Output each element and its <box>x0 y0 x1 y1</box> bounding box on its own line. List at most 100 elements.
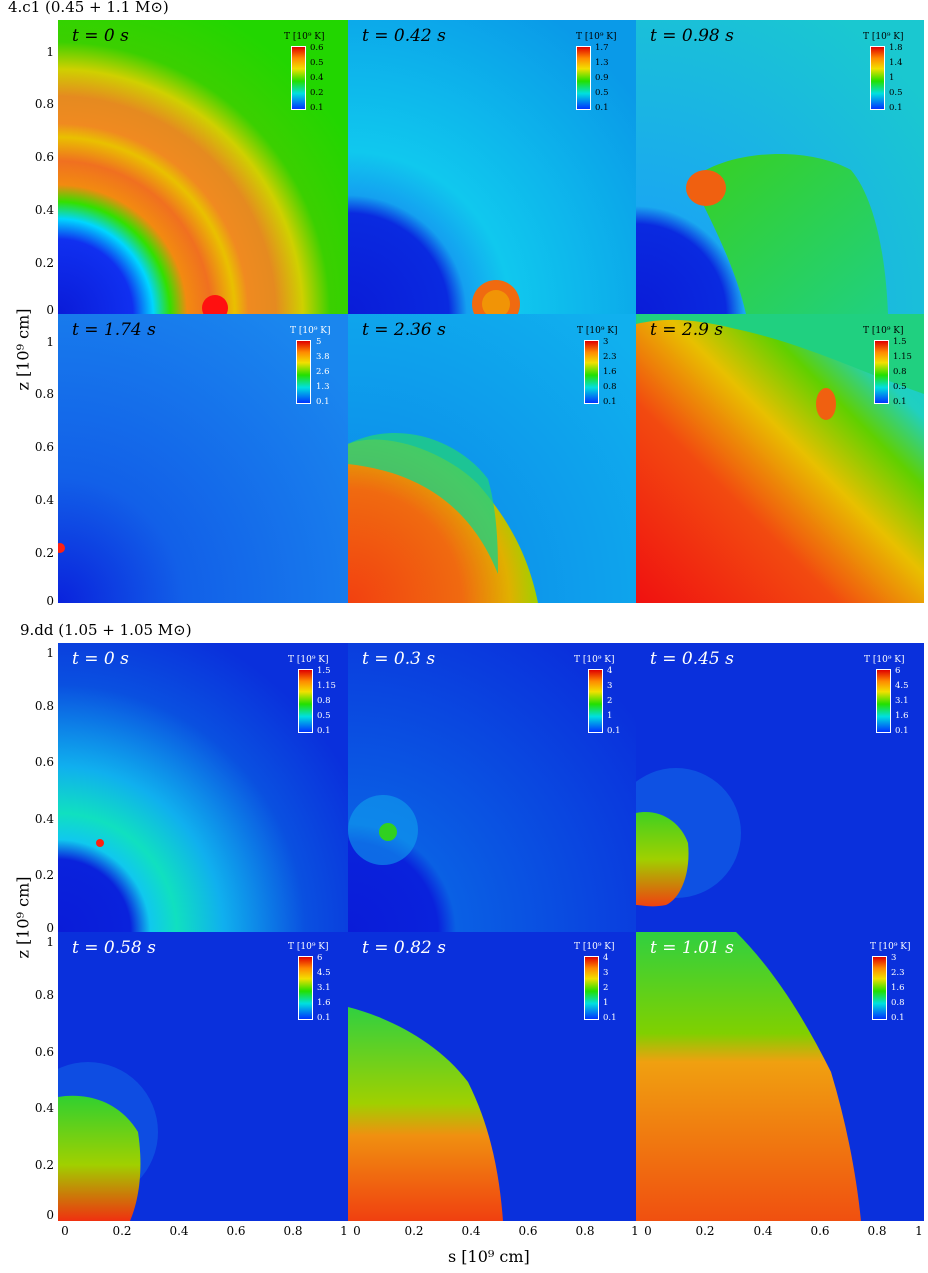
colorbar-title: T [10⁹ K] <box>864 655 905 665</box>
colorbar-tick: 3 <box>603 968 609 978</box>
time-label: t = 0.82 s <box>362 938 446 958</box>
colorbar-tick: 3.1 <box>317 983 331 993</box>
colorbar-tick: 4.5 <box>317 968 331 978</box>
group-title-bottom: 9.dd (1.05 + 1.05 M⊙) <box>20 621 192 639</box>
colorbar-tick: 3 <box>607 681 613 691</box>
colorbar-tick: 2.6 <box>316 367 330 377</box>
colorbar-tick: 0.1 <box>317 1013 331 1023</box>
xtick-label: 1 <box>340 1224 348 1238</box>
ytick-label: 0 <box>46 921 54 935</box>
ytick-label: 1 <box>46 45 54 59</box>
colorbar-tick: 4 <box>607 666 613 676</box>
colorbar <box>298 956 313 1020</box>
colorbar-tick: 2.3 <box>891 968 905 978</box>
colorbar-tick: 0.5 <box>889 88 903 98</box>
ytick-label: 0.4 <box>34 1101 54 1115</box>
ytick-label: 1 <box>46 335 54 349</box>
colorbar-title: T [10⁹ K] <box>863 326 904 336</box>
heatmap-panel: t = 0.82 s T [10⁹ K] 4 3 2 1 0.1 <box>348 932 636 1221</box>
colorbar-tick: 0.5 <box>595 88 609 98</box>
time-label: t = 1.74 s <box>72 320 156 340</box>
xtick-label: 0.4 <box>461 1224 481 1238</box>
colorbar-title: T [10⁹ K] <box>288 655 329 665</box>
xtick-label: 0 <box>644 1224 652 1238</box>
xtick-label: 0 <box>353 1224 361 1238</box>
colorbar-title: T [10⁹ K] <box>290 326 331 336</box>
ytick-label: 0.8 <box>34 699 54 713</box>
xtick-label: 0 <box>61 1224 69 1238</box>
colorbar-tick: 0.1 <box>895 726 909 736</box>
colorbar-tick: 6 <box>895 666 901 676</box>
colorbar-tick: 1.6 <box>603 367 617 377</box>
ytick-label: 0.8 <box>34 387 54 401</box>
colorbar-tick: 3 <box>603 337 609 347</box>
colorbar-tick: 4 <box>603 953 609 963</box>
ytick-label: 0.8 <box>34 988 54 1002</box>
time-label: t = 2.36 s <box>362 320 446 340</box>
colorbar <box>298 669 313 733</box>
colorbar-tick: 1 <box>889 73 895 83</box>
xtick-label: 0.6 <box>810 1224 830 1238</box>
ytick-label: 0.4 <box>34 203 54 217</box>
xtick-label: 0.2 <box>404 1224 424 1238</box>
colorbar-tick: 0.2 <box>310 88 324 98</box>
colorbar-tick: 0.9 <box>595 73 609 83</box>
ytick-label: 0.6 <box>34 150 54 164</box>
ytick-label: 0.6 <box>34 440 54 454</box>
colorbar-tick: 0.1 <box>893 397 907 407</box>
colorbar-tick: 6 <box>317 953 323 963</box>
colorbar <box>576 46 591 110</box>
colorbar-tick: 0.1 <box>607 726 621 736</box>
x-axis-label: s [10⁹ cm] <box>448 1247 530 1266</box>
colorbar-title: T [10⁹ K] <box>870 942 911 952</box>
colorbar-tick: 2.3 <box>603 352 617 362</box>
time-label: t = 0.42 s <box>362 26 446 46</box>
time-label: t = 0.98 s <box>650 26 734 46</box>
ytick-label: 0 <box>46 303 54 317</box>
colorbar-title: T [10⁹ K] <box>288 942 329 952</box>
ytick-label: 0.4 <box>34 812 54 826</box>
colorbar-tick: 1.5 <box>317 666 331 676</box>
xtick-label: 0.2 <box>112 1224 132 1238</box>
colorbar <box>296 340 311 404</box>
ytick-label: 0.2 <box>34 868 54 882</box>
ytick-label: 1 <box>46 935 54 949</box>
time-label: t = 2.9 s <box>650 320 724 340</box>
colorbar-title: T [10⁹ K] <box>284 32 325 42</box>
colorbar-tick: 0.1 <box>603 1013 617 1023</box>
ytick-label: 0 <box>46 594 54 608</box>
time-label: t = 0 s <box>72 26 129 46</box>
ytick-label: 0.6 <box>34 755 54 769</box>
colorbar-tick: 1.3 <box>316 382 330 392</box>
heatmap-panel: t = 0.42 s T [10⁹ K] 1.7 1.3 0.9 0.5 0.1 <box>348 20 636 314</box>
xtick-label: 0.8 <box>867 1224 887 1238</box>
xtick-label: 1 <box>631 1224 639 1238</box>
colorbar-tick: 0.1 <box>595 103 609 113</box>
heatmap-panel: t = 0.45 s T [10⁹ K] 6 4.5 3.1 1.6 0.1 <box>636 643 924 932</box>
colorbar-tick: 1.8 <box>889 43 903 53</box>
y-axis-label-top: z [10⁹ cm] <box>13 308 33 391</box>
colorbar-tick: 2 <box>603 983 609 993</box>
colorbar-tick: 2 <box>607 696 613 706</box>
colorbar-tick: 1.15 <box>893 352 912 362</box>
heatmap-panel: t = 0 s T [10⁹ K] 1.5 1.15 0.8 0.5 0.1 <box>58 643 348 932</box>
colorbar-tick: 1 <box>603 998 609 1008</box>
xtick-label: 0.6 <box>226 1224 246 1238</box>
heatmap-panel: t = 2.36 s T [10⁹ K] 3 2.3 1.6 0.8 0.1 <box>348 314 636 603</box>
colorbar-tick: 0.1 <box>891 1013 905 1023</box>
colorbar-tick: 3.1 <box>895 696 909 706</box>
colorbar-title: T [10⁹ K] <box>863 32 904 42</box>
colorbar-tick: 1.5 <box>893 337 907 347</box>
colorbar-tick: 1.7 <box>595 43 609 53</box>
colorbar-tick: 1.6 <box>891 983 905 993</box>
xtick-label: 0.4 <box>169 1224 189 1238</box>
heatmap-panel: t = 1.01 s T [10⁹ K] 3 2.3 1.6 0.8 0.1 <box>636 932 924 1221</box>
colorbar-tick: 1 <box>607 711 613 721</box>
colorbar-tick: 0.1 <box>310 103 324 113</box>
ytick-label: 0.2 <box>34 1158 54 1172</box>
ytick-label: 0.6 <box>34 1045 54 1059</box>
colorbar-tick: 0.1 <box>317 726 331 736</box>
colorbar <box>874 340 889 404</box>
colorbar-tick: 5 <box>316 337 322 347</box>
xtick-label: 0.6 <box>518 1224 538 1238</box>
